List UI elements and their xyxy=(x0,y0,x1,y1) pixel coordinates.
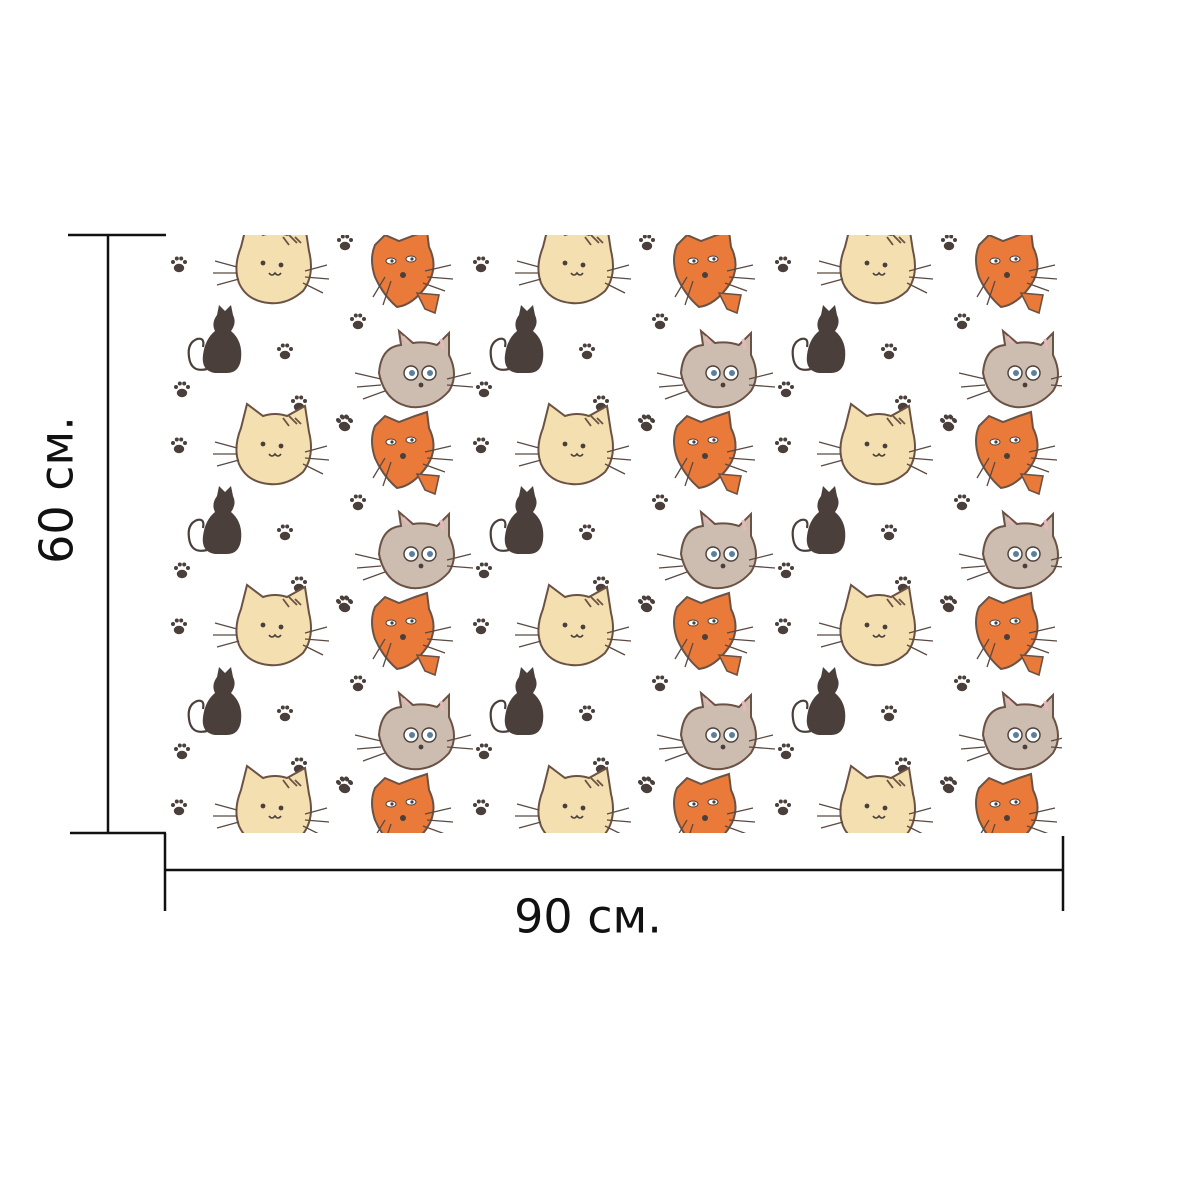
width-dimension-line xyxy=(163,833,1065,911)
height-label: 60 см. xyxy=(30,416,84,564)
height-dimension-line xyxy=(68,233,166,835)
width-label: 90 см. xyxy=(514,890,662,944)
fabric-pattern xyxy=(165,235,1062,833)
